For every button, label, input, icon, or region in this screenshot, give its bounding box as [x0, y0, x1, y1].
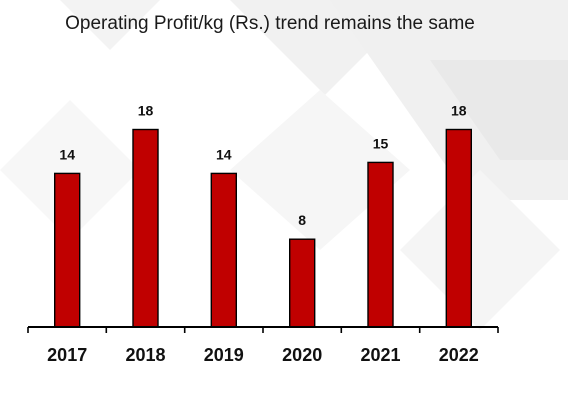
bar-2022 — [445, 128, 472, 328]
chart-title: Operating Profit/kg (Rs.) trend remains … — [65, 13, 475, 34]
data-label-2021: 15 — [373, 135, 389, 151]
x-tick-label-2022: 2022 — [439, 345, 479, 365]
bar-2020 — [289, 238, 316, 328]
x-tick-label-2020: 2020 — [282, 345, 322, 365]
data-label-2020: 8 — [298, 212, 306, 228]
x-tick-label-2021: 2021 — [360, 345, 400, 365]
bar-2017 — [54, 172, 81, 328]
data-label-2018: 18 — [138, 103, 154, 119]
bar-2019 — [210, 172, 238, 328]
x-tick-label-2019: 2019 — [204, 345, 244, 365]
bar-2018 — [132, 128, 159, 328]
data-label-2017: 14 — [59, 146, 75, 162]
data-label-2022: 18 — [451, 103, 467, 119]
x-tick-label-2018: 2018 — [125, 345, 165, 365]
data-label-2019: 14 — [216, 146, 232, 162]
bar-2021 — [367, 161, 394, 328]
x-tick-label-2017: 2017 — [47, 345, 87, 365]
